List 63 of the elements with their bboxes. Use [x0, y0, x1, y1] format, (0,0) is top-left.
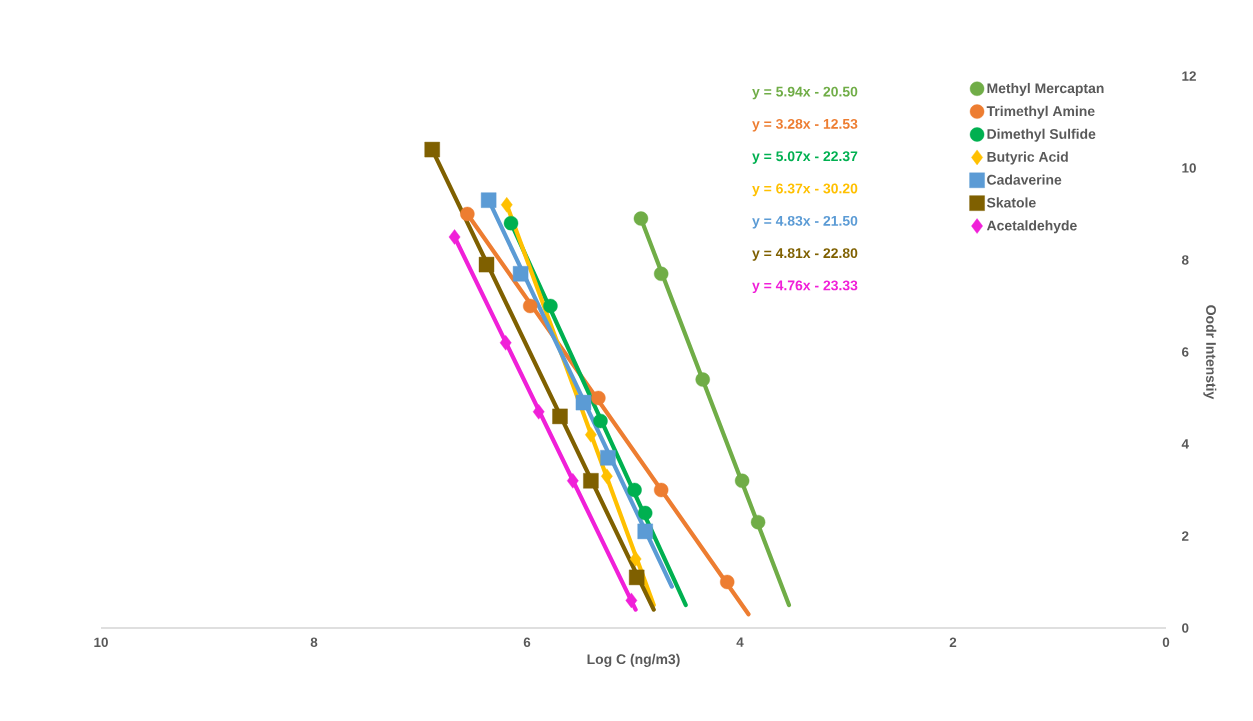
point: [522, 298, 538, 314]
point: [566, 473, 579, 489]
legend-label: Dimethyl Sulfide: [987, 128, 1096, 142]
x-tick-label: 8: [310, 637, 318, 648]
legend-label: Butyric Acid: [987, 151, 1068, 165]
point: [583, 473, 599, 489]
point: [478, 256, 495, 273]
annotation: y = 4.76x - 23.33: [752, 280, 858, 294]
point: [500, 197, 513, 213]
point: [593, 413, 608, 429]
x-tick-label: 0: [1162, 637, 1170, 648]
point: [734, 473, 750, 488]
annotation: y = 5.94x - 20.50: [752, 86, 858, 100]
point: [448, 229, 461, 245]
point: [543, 298, 558, 314]
annotation: y = 3.28x - 12.53: [752, 118, 858, 132]
x-tick-label: 10: [94, 637, 108, 648]
point: [532, 404, 545, 420]
point: [460, 206, 475, 222]
y-tick-label: 8: [1181, 255, 1189, 265]
annotation: y = 5.07x - 22.37: [752, 151, 858, 164]
x-tick-label: 6: [523, 637, 531, 648]
point: [503, 215, 519, 231]
point: [499, 335, 512, 351]
point: [633, 211, 649, 226]
y-tick-label: 2: [1181, 531, 1189, 541]
point: [552, 408, 568, 425]
x-tick-label: 2: [949, 637, 957, 647]
y-axis-title: Oodr Intenstiy: [1203, 305, 1217, 400]
point: [637, 523, 653, 540]
point: [750, 514, 766, 530]
y-tick-label: 12: [1182, 71, 1196, 81]
point: [653, 266, 669, 281]
point: [695, 372, 710, 387]
point: [625, 592, 638, 609]
y-tick-label: 0: [1182, 623, 1189, 633]
point: [600, 450, 616, 466]
y-tick-label: 6: [1182, 347, 1189, 357]
y-tick-label: 10: [1182, 163, 1196, 173]
point: [627, 482, 642, 498]
y-tick-label: 4: [1181, 439, 1189, 449]
point: [424, 141, 440, 158]
legend-label: Trimethyl Amine: [986, 105, 1095, 119]
point: [653, 482, 669, 498]
point: [591, 390, 606, 406]
point: [512, 266, 529, 282]
point: [480, 192, 497, 208]
point: [638, 505, 653, 521]
point: [601, 468, 613, 484]
point: [720, 574, 735, 590]
legend-label: Cadaverine: [987, 174, 1062, 185]
x-tick-label: 4: [736, 637, 744, 647]
legend-label: Acetaldehyde: [986, 220, 1077, 234]
annotation: y = 4.83x - 21.50: [752, 215, 858, 229]
point: [628, 569, 645, 586]
x-axis-title: Log C (ng/m3): [587, 653, 680, 667]
point: [629, 551, 642, 567]
legend-label: Skatole: [986, 197, 1036, 208]
annotation: y = 4.81x - 22.80: [752, 248, 858, 261]
legend-label: Methyl Mercaptan: [987, 82, 1104, 96]
point: [575, 394, 592, 411]
annotation: y = 6.37x - 30.20: [752, 183, 858, 197]
point: [585, 427, 597, 443]
